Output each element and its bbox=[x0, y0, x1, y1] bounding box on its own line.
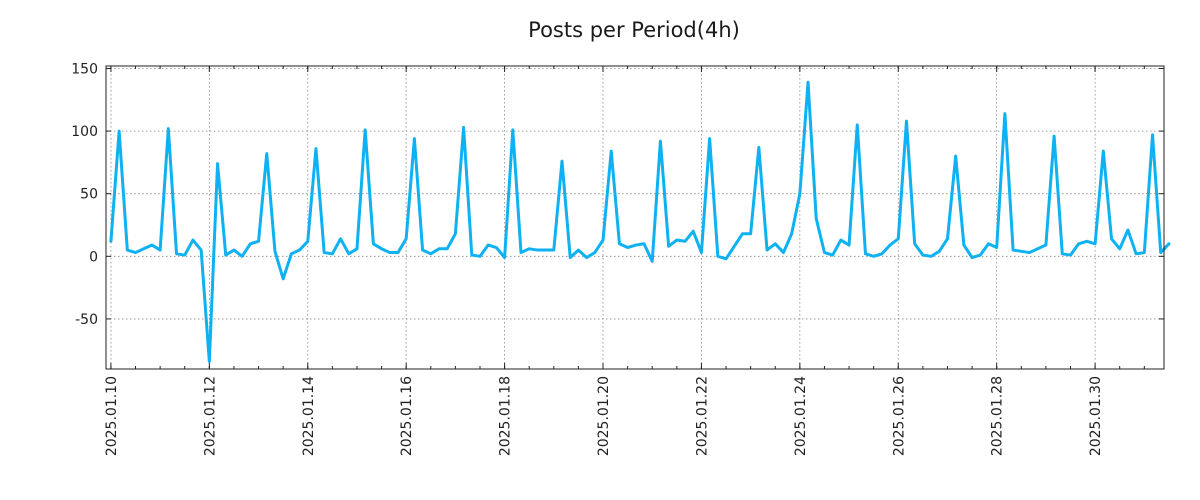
series-layer bbox=[109, 80, 1171, 363]
x-tick-label: 2025.01.24 bbox=[793, 376, 809, 456]
x-tick-label: 2025.01.30 bbox=[1088, 376, 1104, 456]
y-tick-label: 0 bbox=[89, 249, 98, 265]
y-tick-label: 100 bbox=[71, 124, 98, 140]
x-tick-label: 2025.01.28 bbox=[990, 376, 1006, 456]
x-tick-label: 2025.01.10 bbox=[104, 376, 120, 456]
x-tick-label: 2025.01.18 bbox=[498, 376, 514, 456]
x-tick-label: 2025.01.12 bbox=[202, 376, 218, 456]
x-tick-label: 2025.01.16 bbox=[399, 376, 415, 456]
chart-title: Posts per Period(4h) bbox=[528, 18, 740, 42]
x-tick-label: 2025.01.26 bbox=[891, 376, 907, 456]
x-tick-label: 2025.01.22 bbox=[694, 376, 710, 456]
axis-layer: -50 0 50 100 150 2025.01.10 2025.01.12 2025.01.… bbox=[71, 62, 1164, 456]
y-tick-label: -50 bbox=[75, 312, 98, 328]
x-tick-label: 2025.01.20 bbox=[596, 376, 612, 456]
plot-frame bbox=[105, 65, 1165, 370]
grid-layer bbox=[106, 66, 1164, 369]
y-tick-label: 150 bbox=[71, 62, 98, 78]
series-line-posts bbox=[109, 80, 1171, 363]
x-tick-label: 2025.01.14 bbox=[301, 376, 317, 456]
y-tick-label: 50 bbox=[80, 187, 98, 203]
